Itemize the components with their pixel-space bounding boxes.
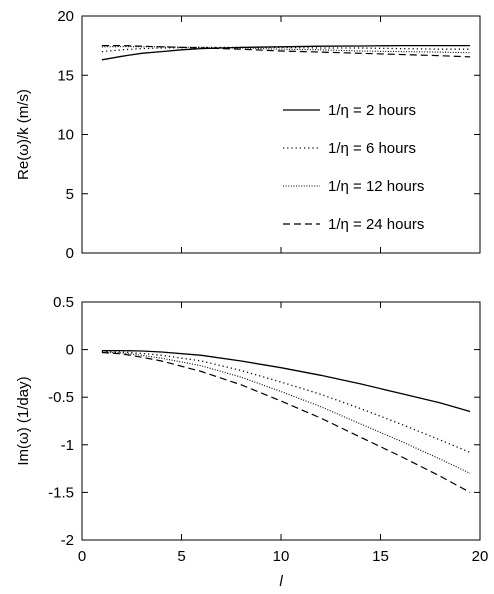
y-tick-label: -1: [61, 437, 74, 454]
y-axis-label: Re(ω)/k (m/s): [15, 89, 32, 180]
legend-label-3: 1/η = 12 hours: [328, 178, 424, 195]
y-tick-label: 0.5: [53, 294, 74, 311]
series-line-2: [101, 46, 471, 53]
x-tick-label: 20: [472, 548, 489, 565]
panel-real-part: 0 5 10 15 20 Re(ω)/k (m/s) 1/η = 2 hours 1/η = …: [15, 8, 481, 262]
y-tick-label: 0: [66, 245, 74, 262]
plot-frame: [81, 301, 481, 541]
legend-label-2: 1/η = 6 hours: [328, 140, 416, 157]
x-tick-label: 5: [177, 548, 185, 565]
series-line-4: [101, 44, 471, 58]
y-tick-label: 10: [57, 127, 74, 144]
x-tick-label: 15: [372, 548, 389, 565]
legend-label-4: 1/η = 24 hours: [328, 216, 424, 233]
panel-imaginary-part: -2 -1.5 -1 -0.5 0 0.5 0 5 10 15 20 Im(ω) (1/day) l: [15, 294, 488, 590]
x-axis-label: l: [279, 573, 283, 590]
series-line-2: [101, 350, 471, 454]
series-line-1: [101, 349, 471, 413]
y-tick-label: 5: [66, 186, 74, 203]
series-line-4: [101, 351, 471, 493]
y-tick-label: 0: [66, 342, 74, 359]
x-tick-label: 10: [273, 548, 290, 565]
series-line-1: [101, 44, 471, 61]
y-axis-label: Im(ω) (1/day): [15, 376, 32, 465]
legend-label-1: 1/η = 2 hours: [328, 102, 416, 119]
y-tick-label: -0.5: [48, 389, 74, 406]
series-line-3: [101, 351, 471, 474]
y-tick-label: 15: [57, 67, 74, 84]
y-tick-label: 20: [57, 8, 74, 25]
y-tick-label: -1.5: [48, 484, 74, 501]
x-tick-label: 0: [78, 548, 86, 565]
y-tick-label: -2: [61, 532, 74, 549]
